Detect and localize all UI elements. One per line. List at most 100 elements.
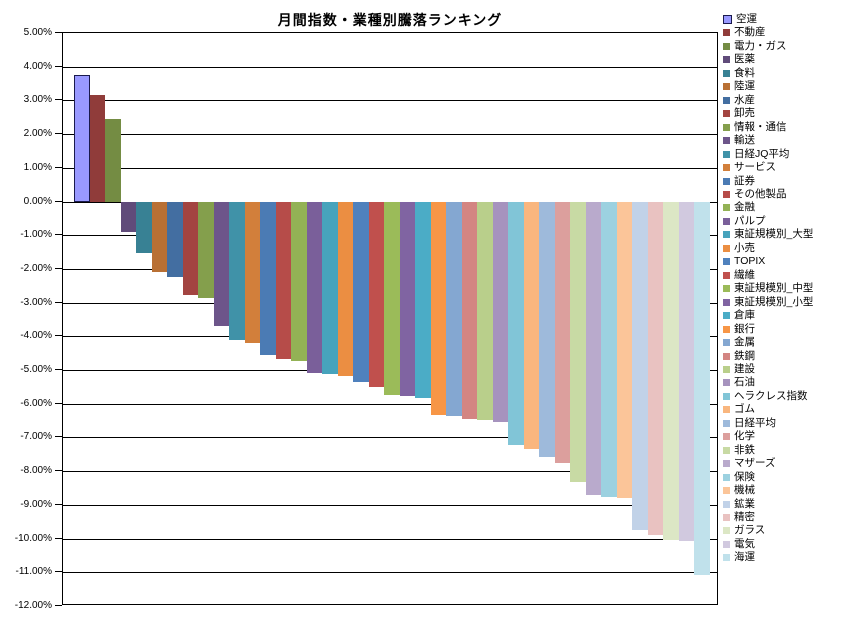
chart-bar-34[interactable]	[585, 201, 601, 496]
chart-bar-35[interactable]	[601, 201, 617, 497]
legend-item-2[interactable]: 不動産	[723, 26, 766, 39]
legend-item-35[interactable]: 保険	[723, 471, 755, 484]
chart-bar-23[interactable]	[415, 201, 431, 399]
legend-item-14[interactable]: その他製品	[723, 188, 787, 201]
chart-bar-2[interactable]	[89, 94, 105, 202]
legend-label: サービス	[734, 161, 776, 174]
y-axis-tick	[55, 436, 62, 437]
chart-bar-27[interactable]	[477, 201, 493, 421]
legend-item-9[interactable]: 情報・通信	[723, 121, 787, 134]
legend-item-10[interactable]: 輸送	[723, 134, 755, 147]
legend-item-38[interactable]: 精密	[723, 511, 755, 524]
chart-bar-15[interactable]	[291, 201, 307, 361]
legend-item-24[interactable]: 銀行	[723, 323, 755, 336]
gridline	[63, 404, 717, 405]
chart-bar-21[interactable]	[384, 201, 400, 395]
legend-item-17[interactable]: 東証規模別_大型	[723, 228, 813, 241]
legend-item-27[interactable]: 建設	[723, 363, 755, 376]
legend-item-11[interactable]: 日経JQ平均	[723, 148, 789, 161]
chart-bar-32[interactable]	[554, 201, 570, 464]
gridline	[63, 168, 717, 169]
chart-bar-28[interactable]	[492, 201, 508, 423]
legend-swatch	[723, 460, 730, 468]
chart-bar-18[interactable]	[337, 201, 353, 376]
chart-bar-22[interactable]	[399, 201, 415, 397]
legend-item-6[interactable]: 陸運	[723, 80, 755, 93]
legend-item-20[interactable]: 繊維	[723, 269, 755, 282]
chart-bar-5[interactable]	[136, 201, 152, 253]
legend-label: ゴム	[734, 403, 755, 416]
chart-bar-41[interactable]	[694, 201, 710, 575]
legend-item-41[interactable]: 海運	[723, 551, 755, 564]
legend-label: 鉱業	[734, 497, 755, 510]
legend-item-39[interactable]: ガラス	[723, 524, 765, 537]
chart-bar-24[interactable]	[430, 201, 446, 416]
chart-bar-6[interactable]	[151, 201, 167, 272]
chart-bar-36[interactable]	[616, 201, 632, 498]
legend-item-3[interactable]: 電力・ガス	[723, 40, 787, 53]
legend-item-40[interactable]: 電気	[723, 538, 755, 551]
chart-bar-7[interactable]	[167, 201, 183, 277]
y-axis-label: 0.00%	[23, 196, 52, 207]
legend-item-1[interactable]: 空運	[723, 13, 757, 26]
legend-item-26[interactable]: 鉄鋼	[723, 350, 755, 363]
legend-item-16[interactable]: パルプ	[723, 215, 766, 228]
legend-item-13[interactable]: 証券	[723, 175, 755, 188]
chart-bar-10[interactable]	[213, 201, 229, 326]
legend-item-30[interactable]: ゴム	[723, 403, 755, 416]
chart-bar-14[interactable]	[275, 201, 291, 360]
legend-item-22[interactable]: 東証規模別_小型	[723, 296, 813, 309]
legend-item-15[interactable]: 金融	[723, 201, 755, 214]
chart-bar-19[interactable]	[353, 201, 369, 382]
legend-item-37[interactable]: 鉱業	[723, 498, 755, 511]
chart-bar-16[interactable]	[306, 201, 322, 373]
y-axis-label: 3.00%	[23, 94, 52, 105]
legend-swatch	[723, 419, 730, 427]
chart-bar-12[interactable]	[244, 201, 260, 344]
legend-item-4[interactable]: 医薬	[723, 53, 755, 66]
legend-item-32[interactable]: 化学	[723, 430, 755, 443]
chart-bar-11[interactable]	[229, 201, 245, 341]
legend-item-36[interactable]: 機械	[723, 484, 755, 497]
chart-bar-13[interactable]	[260, 201, 276, 356]
legend-item-25[interactable]: 金属	[723, 336, 755, 349]
chart-bar-40[interactable]	[678, 201, 694, 542]
legend-item-33[interactable]: 非鉄	[723, 444, 755, 457]
legend-item-12[interactable]: サービス	[723, 161, 776, 174]
chart-bar-29[interactable]	[508, 201, 524, 446]
legend-item-21[interactable]: 東証規模別_中型	[723, 282, 813, 295]
legend-item-5[interactable]: 食料	[723, 67, 755, 80]
legend-item-7[interactable]: 水産	[723, 94, 755, 107]
legend-label: 機械	[734, 484, 755, 497]
y-axis-tick	[55, 99, 62, 100]
chart-bar-4[interactable]	[120, 201, 136, 232]
y-axis-tick	[55, 571, 62, 572]
legend-label: 輸送	[734, 134, 755, 147]
legend-item-29[interactable]: ヘラクレス指数	[723, 390, 808, 403]
chart-bar-38[interactable]	[647, 201, 663, 535]
y-axis-tick	[55, 32, 62, 33]
legend-item-18[interactable]: 小売	[723, 242, 755, 255]
legend-item-34[interactable]: マザーズ	[723, 457, 775, 470]
legend-item-31[interactable]: 日経平均	[723, 417, 776, 430]
legend-item-28[interactable]: 石油	[723, 376, 755, 389]
chart-bar-1[interactable]	[74, 75, 90, 202]
chart-bar-31[interactable]	[539, 201, 555, 457]
chart-bar-39[interactable]	[663, 201, 679, 541]
gridline	[63, 505, 717, 506]
chart-bar-37[interactable]	[632, 201, 648, 530]
chart-bar-17[interactable]	[322, 201, 338, 375]
chart-bar-3[interactable]	[105, 119, 121, 202]
legend-label: 東証規模別_中型	[734, 282, 814, 295]
chart-bar-26[interactable]	[461, 201, 477, 420]
legend-item-23[interactable]: 倉庫	[723, 309, 755, 322]
chart-bar-25[interactable]	[446, 201, 462, 417]
legend-item-19[interactable]: TOPIX	[723, 255, 765, 268]
chart-bar-9[interactable]	[198, 201, 214, 299]
chart-bar-33[interactable]	[570, 201, 586, 482]
chart-bar-8[interactable]	[182, 201, 198, 296]
y-axis-label: -11.00%	[15, 566, 52, 577]
chart-bar-30[interactable]	[523, 201, 539, 450]
legend-item-8[interactable]: 卸売	[723, 107, 755, 120]
chart-bar-20[interactable]	[368, 201, 384, 387]
